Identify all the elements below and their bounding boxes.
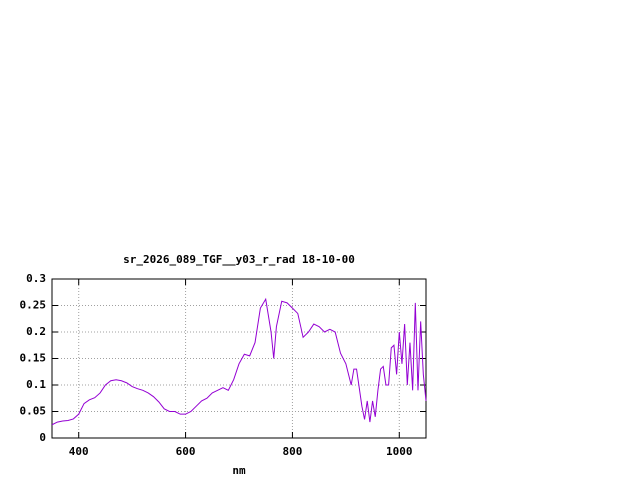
y-tick-label: 0.05 <box>20 405 47 418</box>
x-tick-label: 400 <box>69 445 89 458</box>
x-tick-label: 600 <box>176 445 196 458</box>
y-tick-label: 0 <box>39 431 46 444</box>
y-tick-label: 0.2 <box>26 325 46 338</box>
plot-border <box>51 278 427 439</box>
x-tick-label: 1000 <box>386 445 413 458</box>
y-tick-label: 0.1 <box>26 378 46 391</box>
x-tick-label: 800 <box>282 445 302 458</box>
y-tick-label: 0.15 <box>20 352 47 365</box>
y-tick-label: 0.3 <box>26 272 46 285</box>
chart-title: sr_2026_089_TGF__y03_r_rad 18-10-00 <box>123 253 355 266</box>
data-line <box>51 297 427 426</box>
x-axis-label: nm <box>232 464 246 477</box>
y-tick-label: 0.25 <box>20 299 47 312</box>
